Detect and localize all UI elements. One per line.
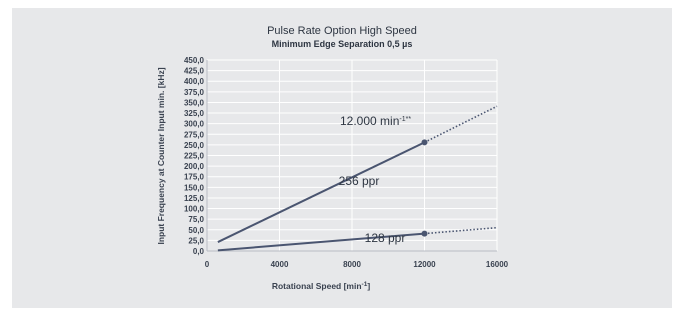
series-marker-256ppr	[421, 139, 428, 146]
series-marker-128ppr	[421, 230, 428, 237]
y-axis-label: Input Frequency at Counter Input min. [k…	[156, 67, 166, 244]
series-extrapolation-256ppr	[424, 105, 498, 144]
y-tick-label: 325,0	[184, 109, 205, 118]
y-tick-label: 25,0	[188, 236, 204, 245]
series-label-128ppr: 128 ppr	[365, 231, 406, 245]
x-tick-label: 0	[205, 260, 210, 269]
y-tick-label: 175,0	[184, 173, 205, 182]
x-tick-label: 8000	[343, 260, 361, 269]
x-tick-label: 16000	[486, 260, 509, 269]
y-tick-label: 50,0	[188, 226, 204, 235]
y-tick-label: 425,0	[184, 67, 205, 76]
y-tick-label: 450,0	[184, 56, 205, 65]
y-tick-label: 125,0	[184, 194, 205, 203]
y-tick-label: 150,0	[184, 183, 205, 192]
annotation-speed: 12.000 min-1**	[340, 114, 411, 128]
y-tick-label: 375,0	[184, 88, 205, 97]
x-tick-label: 4000	[271, 260, 289, 269]
series-extrapolation-128ppr	[424, 226, 498, 235]
y-tick-label: 225,0	[184, 152, 205, 161]
x-tick-label: 12000	[413, 260, 436, 269]
y-tick-label: 400,0	[184, 77, 205, 86]
y-tick-label: 350,0	[184, 98, 205, 107]
y-tick-label: 300,0	[184, 120, 205, 129]
series-lines	[217, 105, 498, 252]
y-tick-label: 75,0	[188, 215, 204, 224]
chart-subtitle: Minimum Edge Separation 0,5 µs	[272, 39, 413, 49]
x-tick-labels: 0 4000 8000 12000 16000	[205, 260, 509, 269]
y-tick-label: 200,0	[184, 162, 205, 171]
y-tick-label: 250,0	[184, 141, 205, 150]
series-label-256ppr: 256 ppr	[339, 174, 380, 188]
annotation-text: 12.000 min	[340, 114, 399, 128]
series-line-256ppr	[217, 141, 425, 243]
annotation-sup: -1**	[399, 116, 411, 123]
y-tick-label: 275,0	[184, 130, 205, 139]
series-line-128ppr	[217, 232, 425, 252]
gridlines	[206, 59, 498, 252]
y-tick-label: 0,0	[193, 247, 205, 256]
x-axis-label: Rotational Speed [min-1]	[272, 281, 371, 291]
y-tick-label: 100,0	[184, 205, 205, 214]
chart-title: Pulse Rate Option High Speed	[267, 25, 417, 37]
